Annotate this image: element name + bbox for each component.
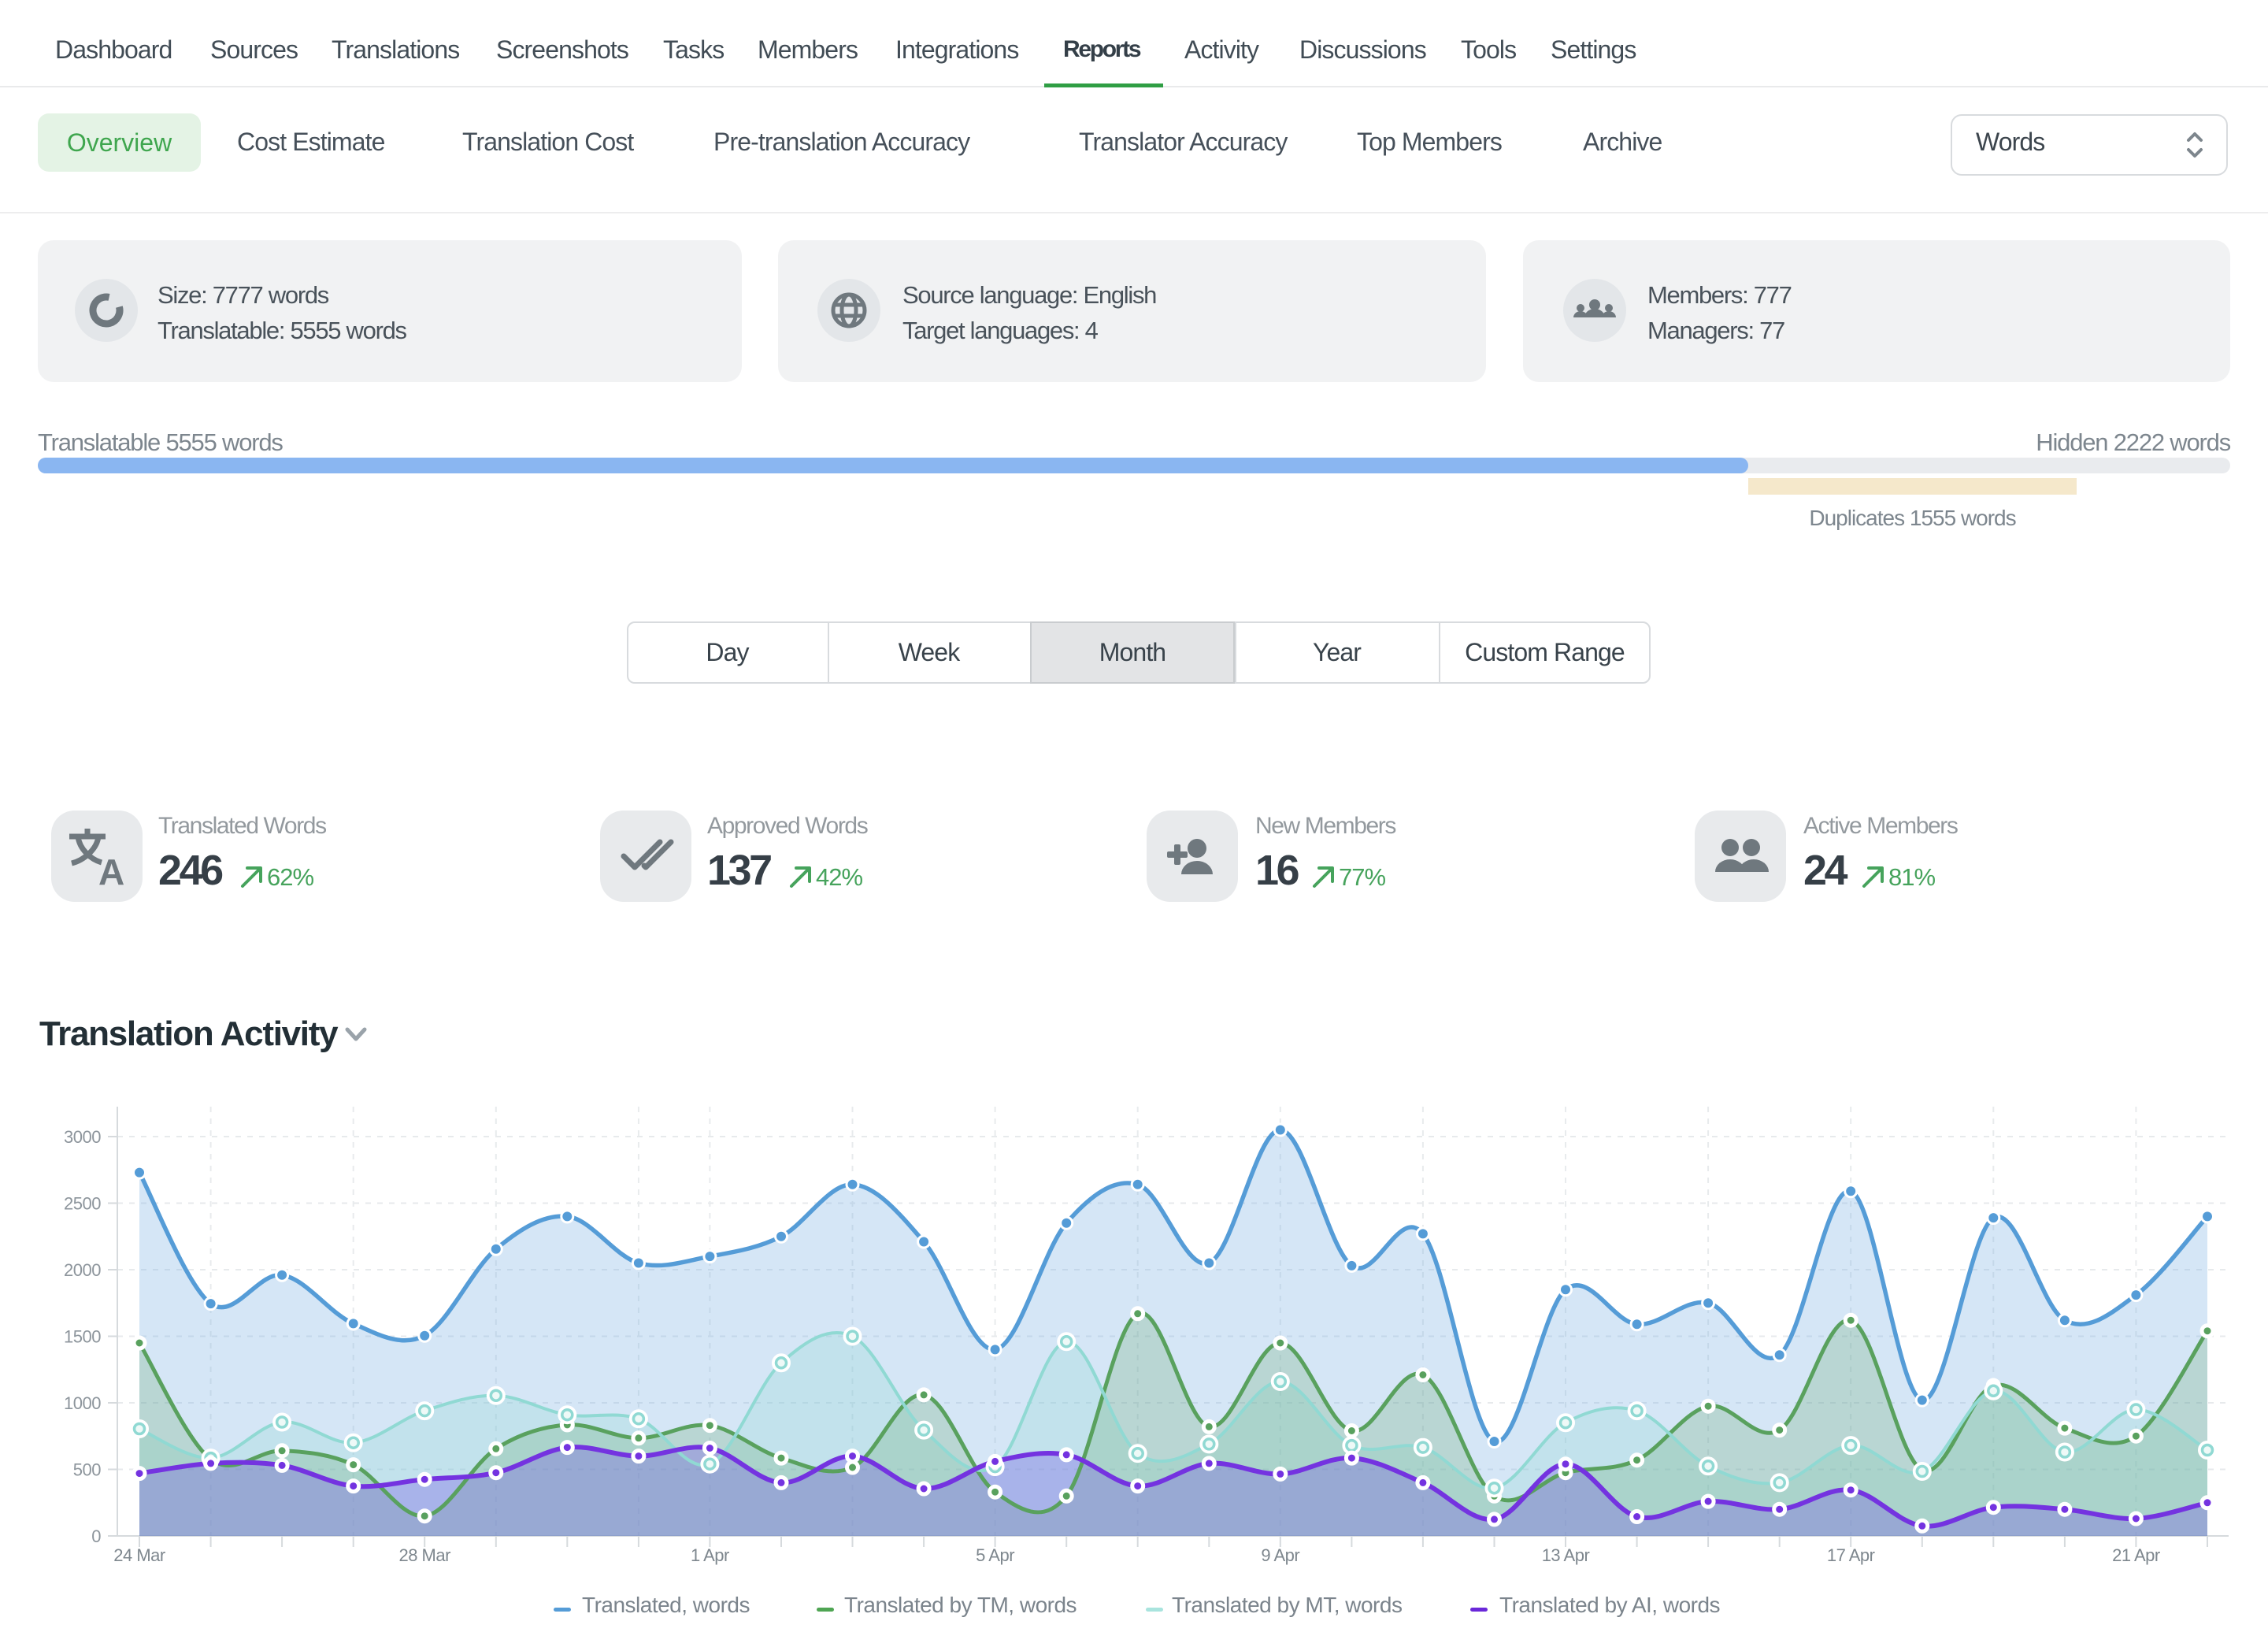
svg-text:0: 0: [91, 1526, 101, 1546]
svg-text:3000: 3000: [64, 1127, 101, 1147]
svg-text:21 Apr: 21 Apr: [2112, 1545, 2160, 1565]
svg-text:2000: 2000: [64, 1260, 101, 1280]
svg-text:500: 500: [73, 1460, 101, 1480]
svg-text:5 Apr: 5 Apr: [976, 1545, 1014, 1565]
svg-text:17 Apr: 17 Apr: [1827, 1545, 1875, 1565]
svg-text:2500: 2500: [64, 1194, 101, 1214]
svg-text:1500: 1500: [64, 1327, 101, 1347]
svg-text:24 Mar: 24 Mar: [113, 1545, 165, 1565]
svg-text:28 Mar: 28 Mar: [398, 1545, 450, 1565]
svg-text:13 Apr: 13 Apr: [1542, 1545, 1590, 1565]
svg-text:1 Apr: 1 Apr: [691, 1545, 729, 1565]
svg-text:A: A: [98, 851, 124, 892]
svg-text:1000: 1000: [64, 1393, 101, 1413]
svg-text:9 Apr: 9 Apr: [1261, 1545, 1299, 1565]
